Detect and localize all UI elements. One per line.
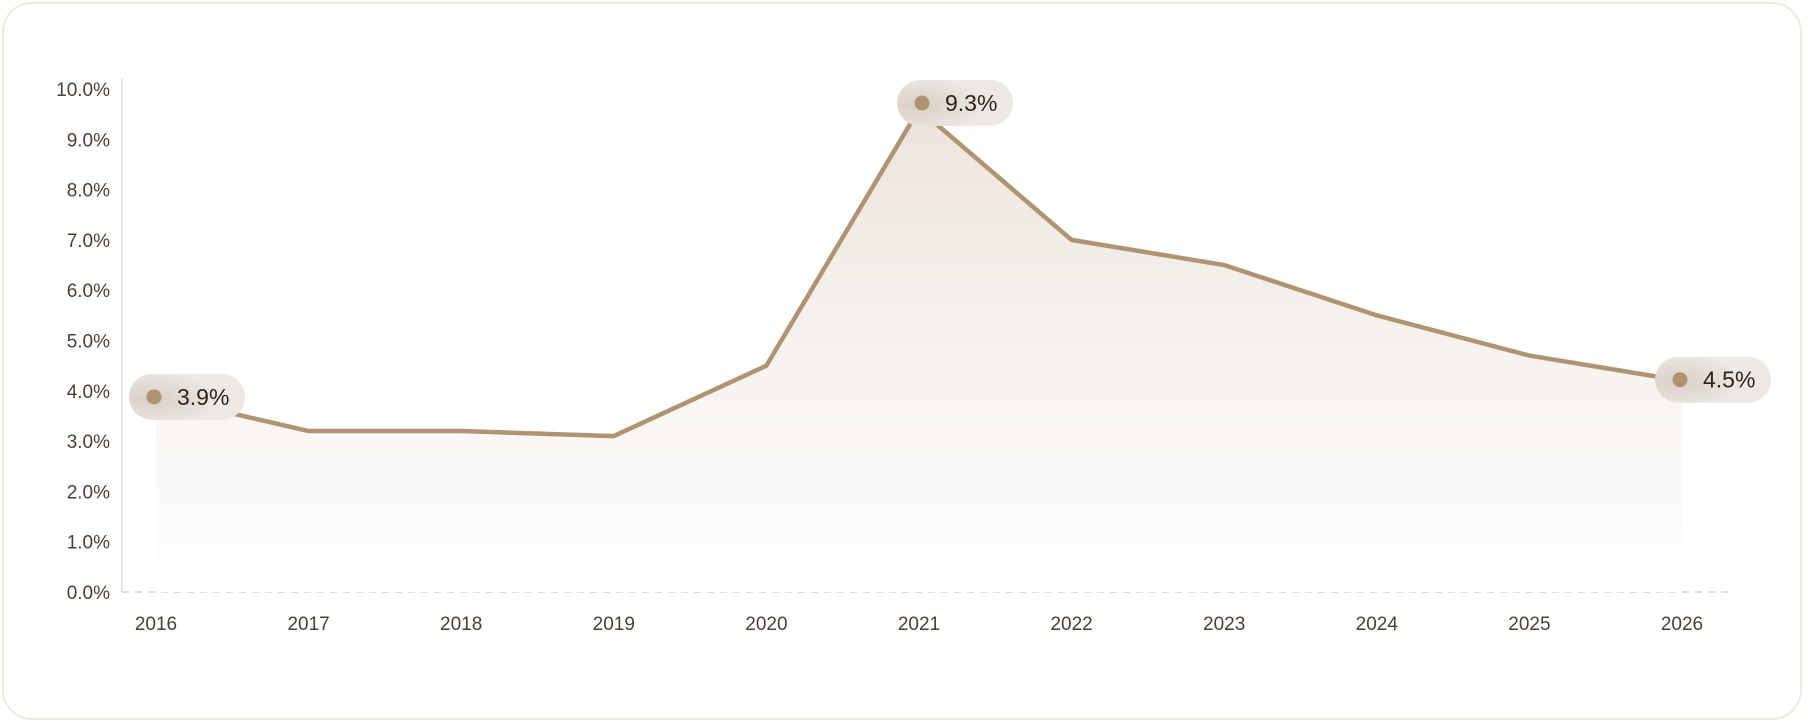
annotation-pill-bg (897, 80, 1013, 126)
annotation-pill-bg (1655, 356, 1771, 403)
annotation-label: 9.3% (945, 90, 997, 116)
y-tick-label: 8.0% (67, 181, 110, 202)
x-tick-label: 2026 (1661, 614, 1703, 635)
x-tick-label: 2018 (440, 614, 482, 635)
annotation-pill: 4.5% (1655, 356, 1771, 403)
annotation-label: 4.5% (1703, 367, 1755, 393)
annotation-pill: 9.3% (897, 80, 1013, 126)
annotation-dot (914, 95, 930, 111)
x-tick-label: 2023 (1203, 614, 1245, 635)
annotation-dot (146, 389, 162, 405)
area-layer (156, 109, 1682, 593)
x-tick-label: 2016 (135, 614, 177, 635)
x-tick-label: 2020 (745, 614, 787, 635)
x-tick-label: 2024 (1356, 614, 1399, 635)
series-area (156, 109, 1682, 593)
y-tick-label: 9.0% (67, 130, 110, 151)
y-tick-label: 3.0% (67, 432, 110, 453)
x-tick-label: 2019 (593, 614, 635, 635)
y-tick-label: 7.0% (67, 231, 110, 252)
y-tick-label: 2.0% (67, 482, 110, 503)
x-tick-label: 2021 (898, 614, 940, 635)
x-tick-label: 2022 (1050, 614, 1092, 635)
annotation-pill-bg (129, 373, 245, 420)
x-tick-label: 2017 (287, 614, 329, 635)
y-tick-label: 10.0% (56, 80, 110, 101)
annotation-layer: 3.9% 9.3% 4.5% (129, 80, 1771, 420)
y-tick-label: 0.0% (67, 583, 110, 604)
y-tick-label: 1.0% (67, 533, 110, 554)
y-tick-label: 5.0% (67, 332, 110, 353)
x-tick-label: 2025 (1508, 614, 1550, 635)
y-tick-label: 6.0% (67, 281, 110, 302)
annotation-label: 3.9% (177, 384, 229, 410)
annotation-dot (1672, 372, 1688, 388)
annotation-pill: 3.9% (129, 373, 245, 420)
y-tick-label: 4.0% (67, 382, 110, 403)
